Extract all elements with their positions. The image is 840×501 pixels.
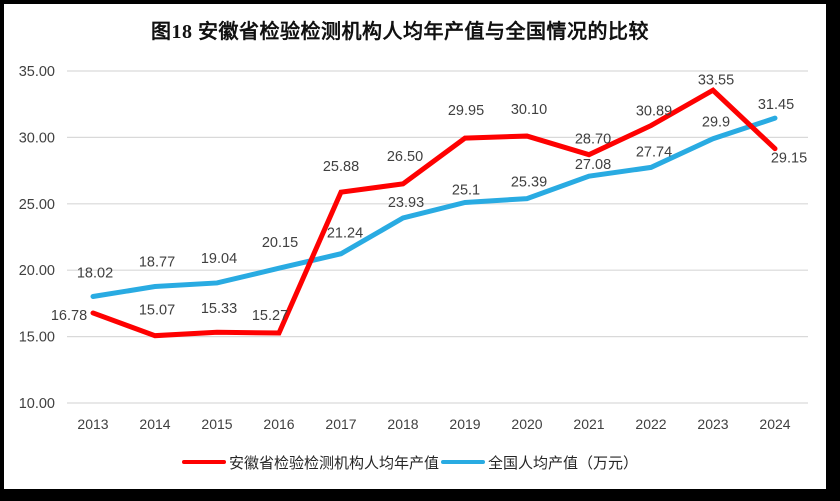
point-label-anhui: 30.89 [636, 104, 672, 120]
point-label-anhui: 29.15 [771, 151, 807, 167]
chart-canvas [4, 4, 826, 489]
point-label-national: 18.02 [77, 265, 113, 281]
series-line-anhui [90, 87, 778, 339]
y-axis-tick-label: 25.00 [19, 197, 55, 213]
x-axis-tick-label: 2024 [759, 416, 790, 432]
x-axis-tick-label: 2023 [697, 416, 728, 432]
x-axis-tick-label: 2022 [635, 416, 666, 432]
y-axis-tick-label: 15.00 [19, 330, 55, 346]
x-axis-tick-label: 2013 [77, 416, 108, 432]
point-label-anhui: 26.50 [387, 149, 423, 165]
legend-line-swatch-blue [441, 459, 485, 465]
x-axis-tick-label: 2018 [387, 416, 418, 432]
point-label-national: 19.04 [201, 251, 237, 267]
point-label-national: 29.9 [702, 115, 730, 131]
point-label-national: 25.1 [452, 182, 480, 198]
chart-legend: 安徽省检验检测机构人均年产值 全国人均产值（万元） [0, 452, 820, 472]
point-label-anhui: 15.33 [201, 301, 237, 317]
point-label-anhui: 25.88 [323, 159, 359, 175]
series-line-national [90, 115, 778, 299]
point-label-anhui: 30.10 [511, 102, 547, 118]
point-label-national: 27.74 [636, 144, 672, 160]
point-label-national: 21.24 [327, 226, 363, 242]
point-label-national: 20.15 [262, 235, 298, 251]
x-axis-tick-label: 2016 [263, 416, 294, 432]
point-label-national: 18.77 [139, 255, 175, 271]
legend-item-national: 全国人均产值（万元） [441, 452, 638, 473]
y-axis-tick-label: 30.00 [19, 130, 55, 146]
point-label-anhui: 15.07 [139, 303, 175, 319]
point-label-national: 25.39 [511, 175, 547, 191]
point-label-anhui: 28.70 [575, 132, 611, 148]
point-label-national: 27.08 [575, 157, 611, 173]
legend-line-swatch-red [181, 459, 226, 465]
chart-title: 图18 安徽省检验检测机构人均年产值与全国情况的比较 [151, 21, 649, 43]
y-axis-tick-label: 35.00 [19, 64, 55, 80]
legend-item-anhui: 安徽省检验检测机构人均年产值 [181, 452, 439, 473]
point-label-anhui: 15.27 [252, 308, 288, 324]
x-axis-tick-label: 2014 [139, 416, 170, 432]
point-label-national: 23.93 [388, 195, 424, 211]
point-label-anhui: 33.55 [698, 72, 734, 88]
point-label-anhui: 16.78 [51, 308, 87, 324]
x-axis-tick-label: 2019 [449, 416, 480, 432]
legend-label-national: 全国人均产值（万元） [488, 455, 639, 472]
y-axis-tick-label: 10.00 [19, 396, 55, 412]
legend-label-anhui: 安徽省检验检测机构人均年产值 [228, 455, 439, 472]
point-label-national: 31.45 [758, 97, 794, 113]
x-axis-tick-label: 2020 [511, 416, 542, 432]
x-axis-tick-label: 2021 [573, 416, 604, 432]
y-axis-tick-label: 20.00 [19, 263, 55, 279]
x-axis-tick-label: 2015 [201, 416, 232, 432]
point-label-anhui: 29.95 [448, 103, 484, 119]
x-axis-tick-label: 2017 [325, 416, 356, 432]
